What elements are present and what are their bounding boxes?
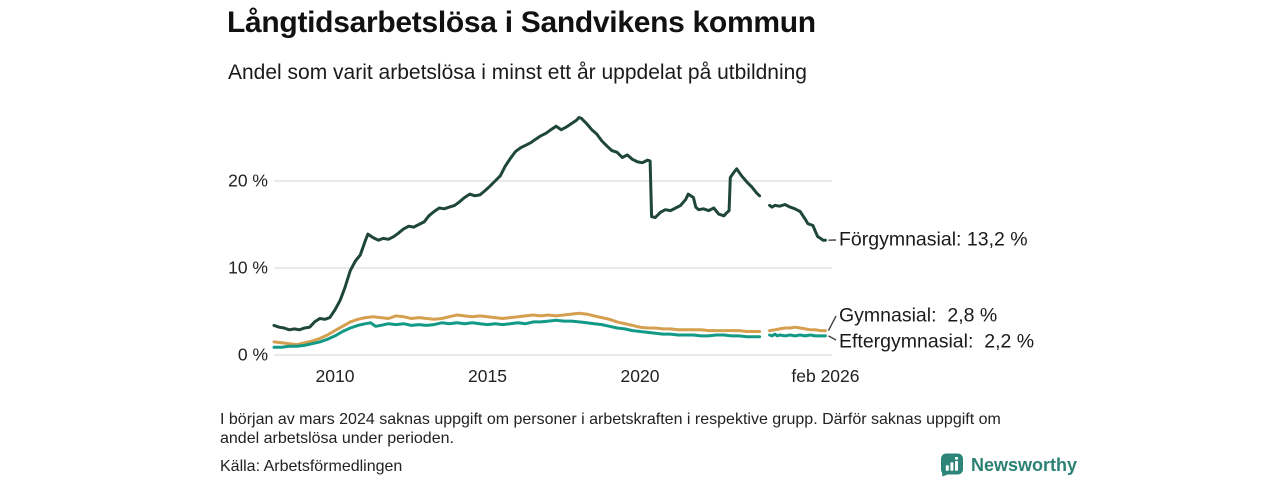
series-line-förgymnasial <box>272 116 762 332</box>
chart-title: Långtidsarbetslösa i Sandvikens kommun <box>227 6 816 39</box>
y-axis-tick-0: 0 % <box>237 344 268 365</box>
series-end-label-forgymnasial: Förgymnasial: 13,2 % <box>839 228 1028 251</box>
x-axis-tick-feb2026: feb 2026 <box>791 366 860 386</box>
series-line-gymnasial <box>272 311 762 347</box>
newsworthy-logo: Newsworthy <box>940 453 1077 477</box>
series-line-eftergymnasial <box>768 332 827 338</box>
series-end-label-eftergymnasial: Eftergymnasial: 2,2 % <box>839 330 1035 353</box>
series-end-label-gymnasial: Gymnasial: 2,8 % <box>839 304 998 327</box>
series-line-gymnasial <box>768 325 827 333</box>
y-axis-tick-20: 20 % <box>228 170 268 191</box>
series-line-förgymnasial <box>768 203 827 242</box>
newsworthy-barchart-pin-icon <box>940 453 964 477</box>
x-axis-tick-2020: 2020 <box>620 366 660 386</box>
newsworthy-brand-text: Newsworthy <box>971 454 1078 475</box>
y-axis-tick-10: 10 % <box>228 257 268 278</box>
footnote-line-2: andel arbetslösa under perioden. <box>220 429 454 447</box>
chart-footnote: I början av mars 2024 saknas uppgift om … <box>220 411 1065 448</box>
chart-subtitle: Andel som varit arbetslösa i minst ett å… <box>228 61 807 84</box>
source-attribution: Källa: Arbetsförmedlingen <box>220 458 403 475</box>
x-axis-tick-2010: 2010 <box>315 366 355 386</box>
x-axis-tick-2015: 2015 <box>468 366 507 386</box>
footnote-line-1: I början av mars 2024 saknas uppgift om … <box>220 411 1001 428</box>
series-line-eftergymnasial <box>272 318 762 349</box>
